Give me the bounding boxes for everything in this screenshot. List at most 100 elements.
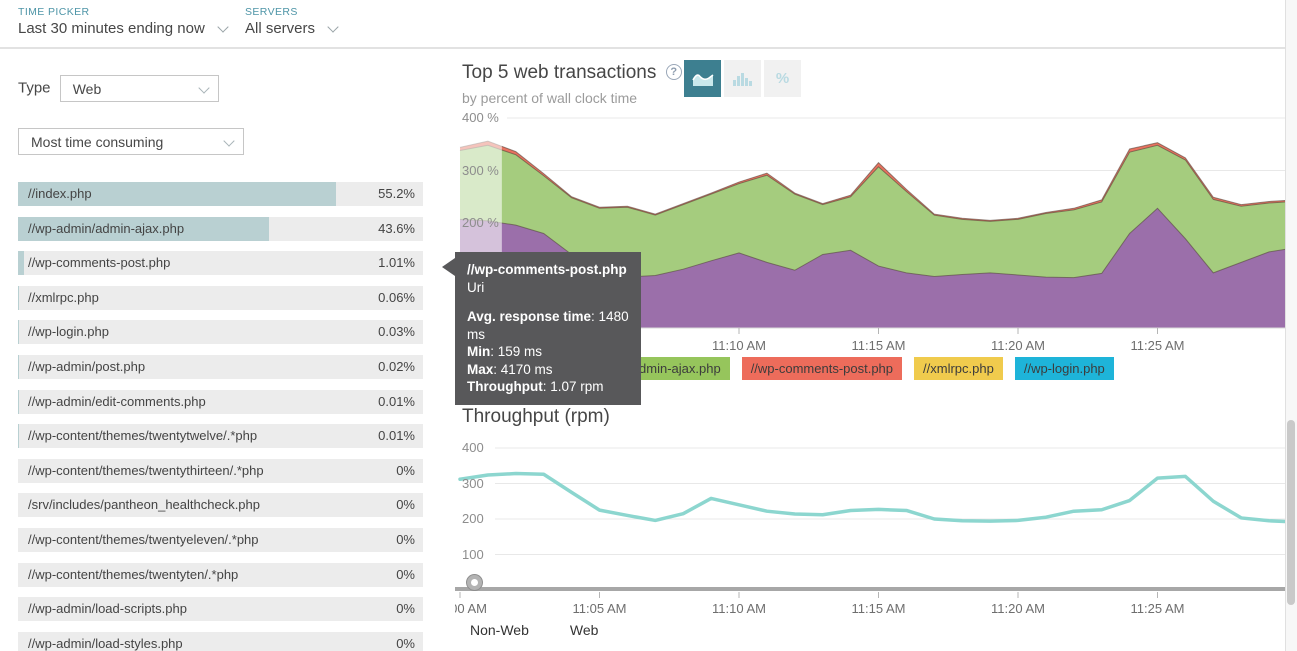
help-icon[interactable]: ? [665,64,682,80]
time-range-slider-handle[interactable] [467,575,482,590]
transaction-percent: 0.01% [378,428,415,444]
throughput-chart-title: Throughput (rpm) [462,406,610,427]
transaction-row[interactable]: //wp-admin/post.php 0.02% [18,354,423,379]
transaction-row[interactable]: //wp-content/themes/twentyeleven/.*php 0% [18,527,423,552]
servers-value: All servers [245,20,316,37]
transaction-name: //wp-login.php [28,324,109,340]
transaction-usage-bar [18,182,336,206]
transaction-row[interactable]: //wp-content/themes/twentytwelve/.*php 0.… [18,424,423,449]
transaction-percent: 0% [396,601,415,617]
time-picker-label: TIME PICKER [18,6,90,18]
legend-chip[interactable]: //wp-login.php [1014,357,1114,380]
sort-select[interactable]: Most time consuming [18,128,244,155]
transaction-name: //index.php [28,186,92,201]
transaction-row[interactable]: /srv/includes/pantheon_healthcheck.php 0% [18,493,423,518]
tooltip-metrics: Avg. response time: 1480 ms Min: 159 ms Ma… [467,308,629,396]
transaction-row[interactable]: //wp-comments-post.php 1.01% [18,251,423,276]
x-axis-label: 11:10 AM [712,601,766,616]
legend-chip[interactable]: //xmlrpc.php [914,357,1003,380]
bar-chart-icon [732,72,752,86]
chevron-down-icon [223,134,235,147]
type-select[interactable]: Web [59,75,219,102]
transaction-percent: 0% [396,635,415,651]
transaction-usage-bar [18,251,24,276]
chevron-down-icon [327,21,339,33]
transaction-percent: 1.01% [378,255,415,271]
transaction-row[interactable]: //wp-admin/load-scripts.php 0% [18,597,423,622]
x-axis-label: 11:15 AM [851,601,906,616]
transaction-name: //wp-content/themes/twentyten/.*php [28,566,239,582]
transaction-percent: 0.01% [378,393,415,409]
throughput-legend-item[interactable]: Non-Web [470,622,529,638]
transaction-row[interactable]: //wp-admin/load-styles.php 0% [18,631,423,651]
percent-view-button[interactable]: % [764,60,801,97]
transaction-row[interactable]: //wp-login.php 0.03% [18,320,423,345]
x-axis-label: 11:05 AM [572,601,627,616]
servers-dropdown[interactable]: SERVERS All servers [245,6,339,38]
transaction-name: //wp-admin/post.php [28,358,146,374]
x-axis-label: 11:15 AM [851,338,906,353]
sort-select-value: Most time consuming [31,133,164,150]
x-axis-label: 11:25 AM [1130,338,1185,353]
chevron-down-icon [217,21,229,33]
transaction-name: //wp-admin/admin-ajax.php [28,220,185,236]
transaction-name: //wp-admin/load-scripts.php [28,601,187,617]
tooltip-title: //wp-comments-post.php [467,262,627,277]
top-chart-subtitle: by percent of wall clock time [462,90,638,106]
time-range-slider-track[interactable] [455,587,1285,591]
x-axis-label: 11:10 AM [712,338,766,353]
transaction-row[interactable]: //wp-admin/admin-ajax.php 43.6% [18,216,423,241]
transaction-percent: 0.03% [378,324,415,340]
transaction-name: //xmlrpc.php [28,289,99,305]
transaction-percent: 0.02% [378,358,415,374]
transaction-name: //wp-admin/edit-comments.php [28,393,206,409]
area-chart-button[interactable] [684,60,721,97]
servers-label: SERVERS [245,6,298,18]
x-axis-label: 11:20 AM [991,601,1045,616]
transaction-row[interactable]: //wp-content/themes/twentyten/.*php 0% [18,562,423,587]
chart-type-buttons: % [684,60,801,97]
transaction-tooltip: //wp-comments-post.php Uri Avg. response… [442,252,641,405]
type-label: Type [18,79,51,97]
scrollbar-track[interactable] [1285,0,1297,651]
transaction-row[interactable]: //wp-admin/edit-comments.php 0.01% [18,389,423,414]
transaction-name: //wp-content/themes/twentythirteen/.*php [28,462,264,478]
transaction-name: /srv/includes/pantheon_healthcheck.php [28,497,260,513]
transaction-list: //index.php 55.2% //wp-admin/admin-ajax.ph… [18,182,423,651]
transaction-row[interactable]: //xmlrpc.php 0.06% [18,285,423,310]
transaction-percent: 0% [396,566,415,582]
transaction-name: //wp-content/themes/twentyeleven/.*php [28,531,259,547]
y-axis-label: 300 [462,475,484,491]
transaction-row[interactable]: //index.php 55.2% [18,182,423,206]
x-axis-label: 11:00 AM [455,601,487,616]
throughput-legend: Non-Web Web [470,622,598,638]
tooltip-metric: Avg. response time: 1480 ms [467,309,629,342]
throughput-legend-item[interactable]: Web [569,622,599,638]
transaction-usage-bar [18,216,270,241]
throughput-line-chart[interactable] [455,440,1285,600]
bar-chart-button[interactable] [724,60,761,97]
transaction-percent: 0.06% [378,289,415,305]
charts-pane: Top 5 web transactions ? % [455,50,1285,651]
y-axis-label: 200 % [462,215,499,230]
time-picker-dropdown[interactable]: TIME PICKER Last 30 minutes ending now [18,6,229,38]
transaction-percent: 0% [396,497,415,513]
transaction-percent: 55.2% [378,186,415,201]
stacked-area-chart[interactable] [455,110,1285,345]
top-chart-title: Top 5 web transactions [462,62,657,83]
type-select-value: Web [72,80,102,97]
x-axis-label: 11:25 AM [1130,601,1185,616]
transaction-percent: 43.6% [378,220,415,236]
tooltip-metric: Throughput: 1.07 rpm [467,379,604,394]
y-axis-label: 100 [462,546,484,562]
legend-chip[interactable]: //wp-comments-post.php [741,357,903,380]
tooltip-metric: Min: 159 ms [467,344,543,359]
area-chart-icon [691,73,713,86]
scrollbar-thumb[interactable] [1287,420,1295,605]
transaction-percent: 0% [396,531,415,547]
transaction-percent: 0% [396,462,415,478]
chevron-down-icon [198,81,210,94]
tooltip-type: Uri [467,279,485,295]
transaction-row[interactable]: //wp-content/themes/twentythirteen/.*php… [18,458,423,483]
